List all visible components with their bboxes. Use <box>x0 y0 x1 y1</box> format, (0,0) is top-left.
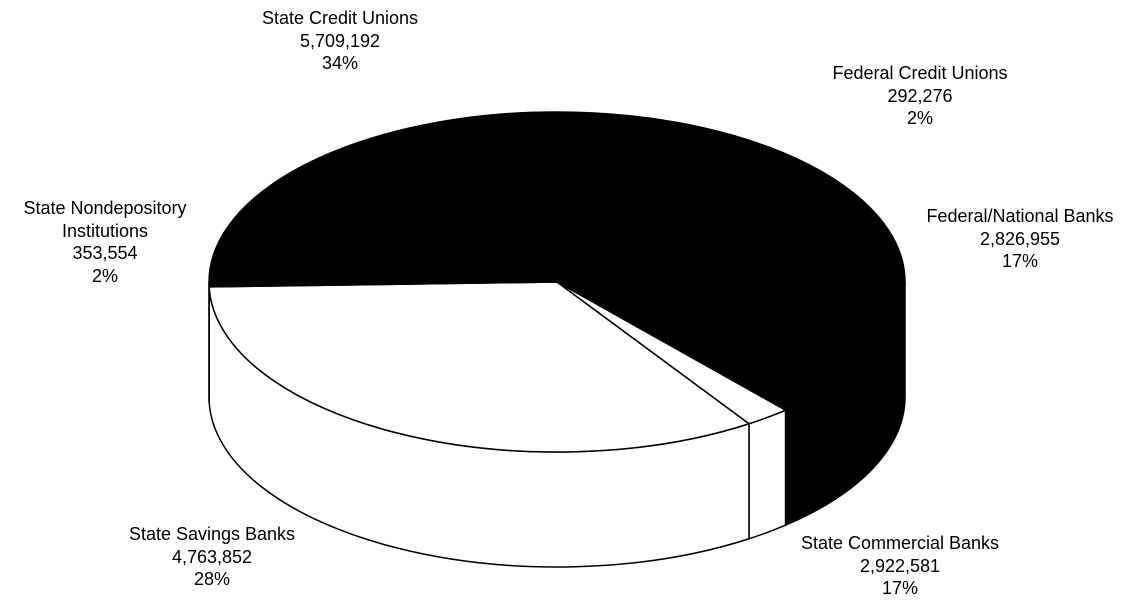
pie-side-5 <box>748 409 787 540</box>
slice-label-name: Federal/National Banks <box>926 206 1114 226</box>
slice-label-state-credit-unions: State Credit Unions 5,709,192 34% <box>262 7 418 75</box>
slice-label-federal-credit-unions: Federal Credit Unions 292,276 2% <box>832 62 1007 130</box>
pie-slice-5 <box>556 281 787 425</box>
slice-label-percent: 17% <box>1001 251 1039 271</box>
slice-label-percent: 2% <box>906 108 934 128</box>
pie-top-face <box>208 111 906 453</box>
slice-label-value: 2,826,955 <box>979 228 1061 249</box>
slice-label-percent: 28% <box>193 569 231 589</box>
slice-label-state-nondepository-institutions: State Nondepository Institutions 353,554… <box>23 197 186 287</box>
slice-label-name: State Savings Banks <box>128 524 296 544</box>
pie-slice-4 <box>556 145 906 411</box>
slice-label-value: 4,763,852 <box>171 546 253 567</box>
pie-slice-2 <box>209 127 558 283</box>
slice-label-percent: 2% <box>91 265 119 286</box>
slice-label-percent: 34% <box>321 53 359 73</box>
slice-label-name-line-2: Institutions <box>61 220 149 241</box>
pie-slice-3 <box>408 111 769 283</box>
slice-label-state-commercial-banks: State Commercial Banks 2,922,581 17% <box>801 532 999 600</box>
slice-label-name: State Credit Unions <box>261 8 419 28</box>
slice-label-value: 292,276 <box>887 85 953 106</box>
slice-label-percent: 17% <box>881 578 919 598</box>
slice-label-name: Federal Credit Unions <box>832 63 1008 83</box>
slice-label-value: 353,554 <box>72 243 138 263</box>
slice-label-name-line-1: State Nondepository <box>23 198 187 218</box>
slice-label-state-savings-banks: State Savings Banks 4,763,852 28% <box>129 523 295 591</box>
slice-label-value: 5,709,192 <box>299 30 381 51</box>
slice-label-value: 2,922,581 <box>859 555 941 576</box>
slice-label-name: State Commercial Banks <box>800 533 1000 553</box>
slice-label-federal-national-banks: Federal/National Banks 2,826,955 17% <box>926 205 1113 273</box>
